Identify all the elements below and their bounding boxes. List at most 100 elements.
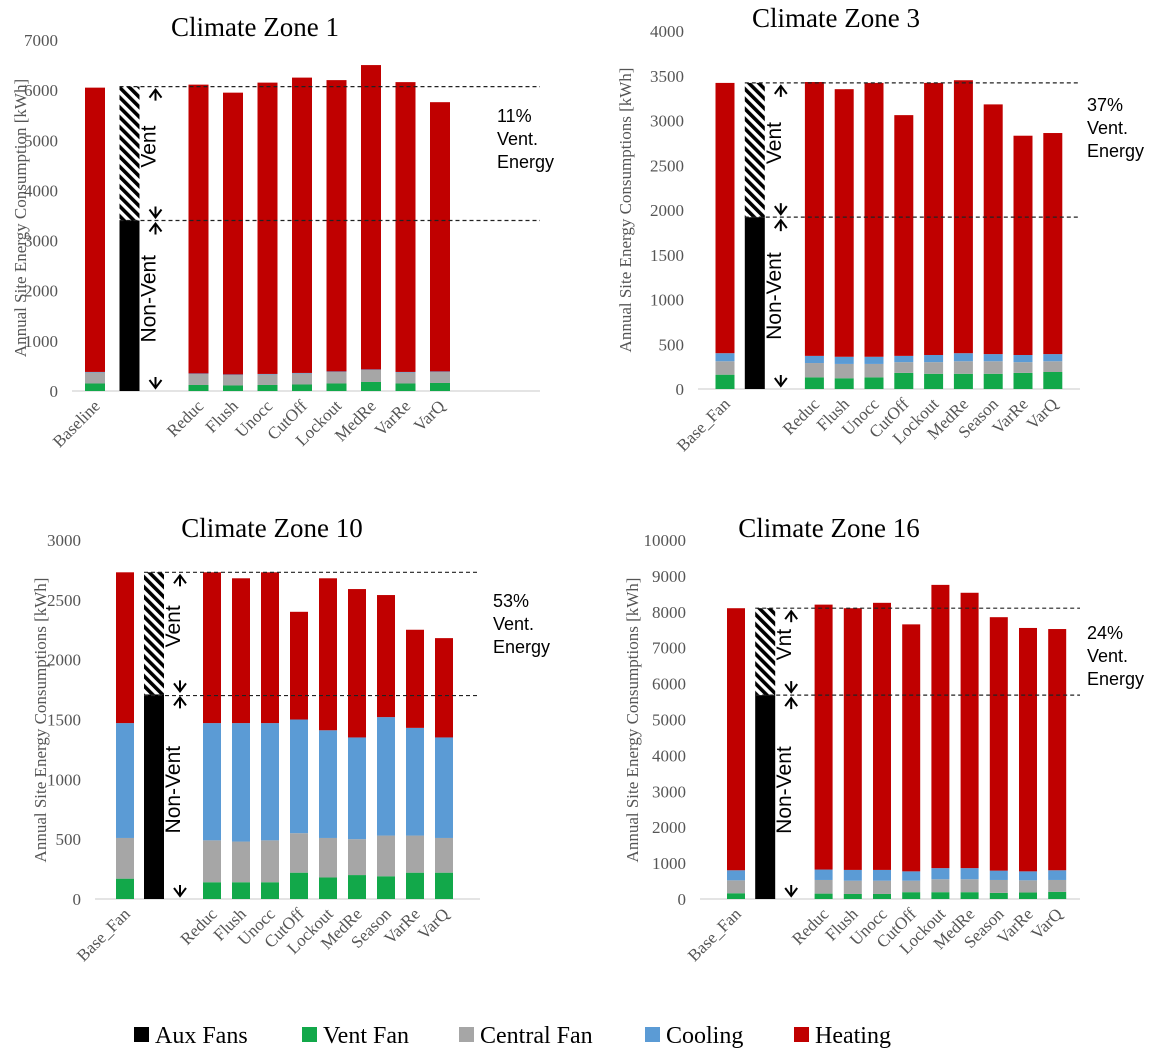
non-vent-span-label: Non-Vent <box>138 255 161 343</box>
vent-energy-annotation-line: 37% <box>1087 95 1123 115</box>
y-tick-label: 2500 <box>650 156 684 175</box>
vent-span-label: Vnt <box>773 629 796 661</box>
bar-segment-heating <box>894 115 914 356</box>
vent-span-arrowhead-bottom <box>784 683 799 694</box>
vent-span-arrowhead-bottom <box>148 208 163 220</box>
bar-segment-cooling <box>223 374 243 375</box>
aux-fans-bar-non-vent <box>755 695 776 899</box>
bar-segment-central-fan <box>989 879 1008 893</box>
bar-segment-central-fan <box>203 840 221 883</box>
legend-label-central-fan: Central Fan <box>480 1023 593 1049</box>
bar-segment-central-fan <box>834 363 854 379</box>
bar-segment-central-fan <box>326 371 347 384</box>
legend-label-heating: Heating <box>815 1023 891 1049</box>
chart-title: Climate Zone 1 <box>171 12 339 42</box>
bar-segment-vent-fan <box>232 882 250 899</box>
x-tick-label: VarQ <box>1023 394 1062 433</box>
legend-item-aux-fans: Aux Fans <box>134 1023 248 1049</box>
bar-segment-heating <box>261 572 279 724</box>
x-tick-label: Baseline <box>49 396 104 451</box>
bar-segment-heating <box>989 617 1008 871</box>
y-tick-label: 6000 <box>24 81 58 100</box>
non-vent-span-arrowhead-top <box>773 218 788 229</box>
bar-segment-central-fan <box>257 374 278 385</box>
vent-span-label: Vent <box>162 605 185 647</box>
bar-segment-heating <box>804 82 824 356</box>
bar-segment-vent-fan <box>834 378 854 389</box>
y-tick-label: 8000 <box>652 603 686 622</box>
bar-segment-heating <box>395 82 416 372</box>
aux-fans-bar-non-vent <box>119 220 140 391</box>
bar-segment-vent-fan <box>1043 371 1063 389</box>
x-tick-label: VarQ <box>414 904 453 943</box>
bar-segment-vent-fan <box>864 377 884 389</box>
bar-segment-vent-fan <box>395 383 416 391</box>
bar-segment-cooling <box>361 369 381 370</box>
bar-segment-central-fan <box>894 362 914 373</box>
bar-segment-vent-fan <box>85 383 105 391</box>
vent-energy-annotation-line: Vent. <box>1087 646 1128 666</box>
y-tick-label: 4000 <box>650 22 684 41</box>
bar-segment-vent-fan <box>960 892 979 899</box>
bar-segment-central-fan <box>188 373 209 385</box>
bar-segment-cooling <box>727 870 745 881</box>
bar-segment-cooling <box>326 371 347 372</box>
legend-item-cooling: Cooling <box>645 1023 743 1049</box>
vent-span-arrowhead-bottom <box>173 682 187 694</box>
bar-segment-heating <box>430 102 450 372</box>
bar-segment-vent-fan <box>931 892 950 899</box>
vent-energy-annotation-line: 53% <box>493 591 529 611</box>
bar-segment-vent-fan <box>430 382 450 391</box>
bar-segment-vent-fan <box>983 373 1003 389</box>
bar-segment-cooling <box>116 723 134 838</box>
chart-panel-climate-zone-16: Climate Zone 16 Annual Site Energy Consu… <box>623 513 1144 965</box>
bar-segment-cooling <box>85 371 105 373</box>
x-tick-label: Base_Fan <box>73 904 134 965</box>
bar-segment-cooling <box>406 727 424 836</box>
bar-segment-cooling <box>864 356 884 364</box>
bar-segment-central-fan <box>902 880 921 893</box>
non-vent-span-arrowhead-top <box>173 695 187 706</box>
bar-segment-vent-fan <box>292 384 312 391</box>
legend-label-aux-fans: Aux Fans <box>155 1023 248 1049</box>
chart-panel-climate-zone-1: Climate Zone 1 Annual Site Energy Consum… <box>11 12 554 451</box>
legend-swatch-aux-fans <box>134 1027 149 1042</box>
bar-segment-cooling <box>1019 871 1037 881</box>
bar-segment-heating <box>223 92 243 375</box>
bar-segment-central-fan <box>377 835 395 877</box>
bar-segment-heating <box>116 572 134 724</box>
non-vent-span-label: Non-Vent <box>763 252 786 340</box>
bar-segment-heating <box>834 89 854 357</box>
legend-label-vent-fan: Vent Fan <box>323 1023 409 1049</box>
vent-energy-annotation-line: 11% <box>497 106 532 126</box>
bar-segment-vent-fan <box>223 385 243 391</box>
bar-segment-central-fan <box>814 879 833 894</box>
y-tick-label: 2500 <box>47 591 81 610</box>
bar-segment-vent-fan <box>1013 372 1033 389</box>
aux-fans-bar-vent <box>119 86 140 221</box>
legend-item-vent-fan: Vent Fan <box>302 1023 409 1049</box>
non-vent-span-arrowhead-bottom <box>784 887 799 898</box>
aux-fans-bar-vent <box>755 608 776 696</box>
bar-segment-central-fan <box>843 880 862 894</box>
bar-segment-heating <box>902 624 921 872</box>
bar-segment-central-fan <box>931 879 950 893</box>
vent-span-arrowhead-top <box>148 87 163 99</box>
bar-segment-cooling <box>1048 870 1067 880</box>
bar-segment-vent-fan <box>953 373 973 389</box>
bar-segment-cooling <box>931 868 950 880</box>
bar-segment-central-fan <box>319 837 337 878</box>
legend-item-heating: Heating <box>794 1023 891 1049</box>
bar-segment-central-fan <box>430 371 450 383</box>
chart-title: Climate Zone 16 <box>738 513 919 543</box>
y-tick-label: 500 <box>659 335 685 354</box>
bar-segment-cooling <box>834 356 854 364</box>
bar-segment-vent-fan <box>843 893 862 899</box>
non-vent-span-arrowhead-bottom <box>773 377 788 388</box>
bar-segment-cooling <box>804 355 824 364</box>
bar-segment-central-fan <box>960 879 979 893</box>
bar-segment-heating <box>348 589 366 738</box>
legend-swatch-heating <box>794 1027 809 1042</box>
bar-segment-cooling <box>814 869 833 880</box>
